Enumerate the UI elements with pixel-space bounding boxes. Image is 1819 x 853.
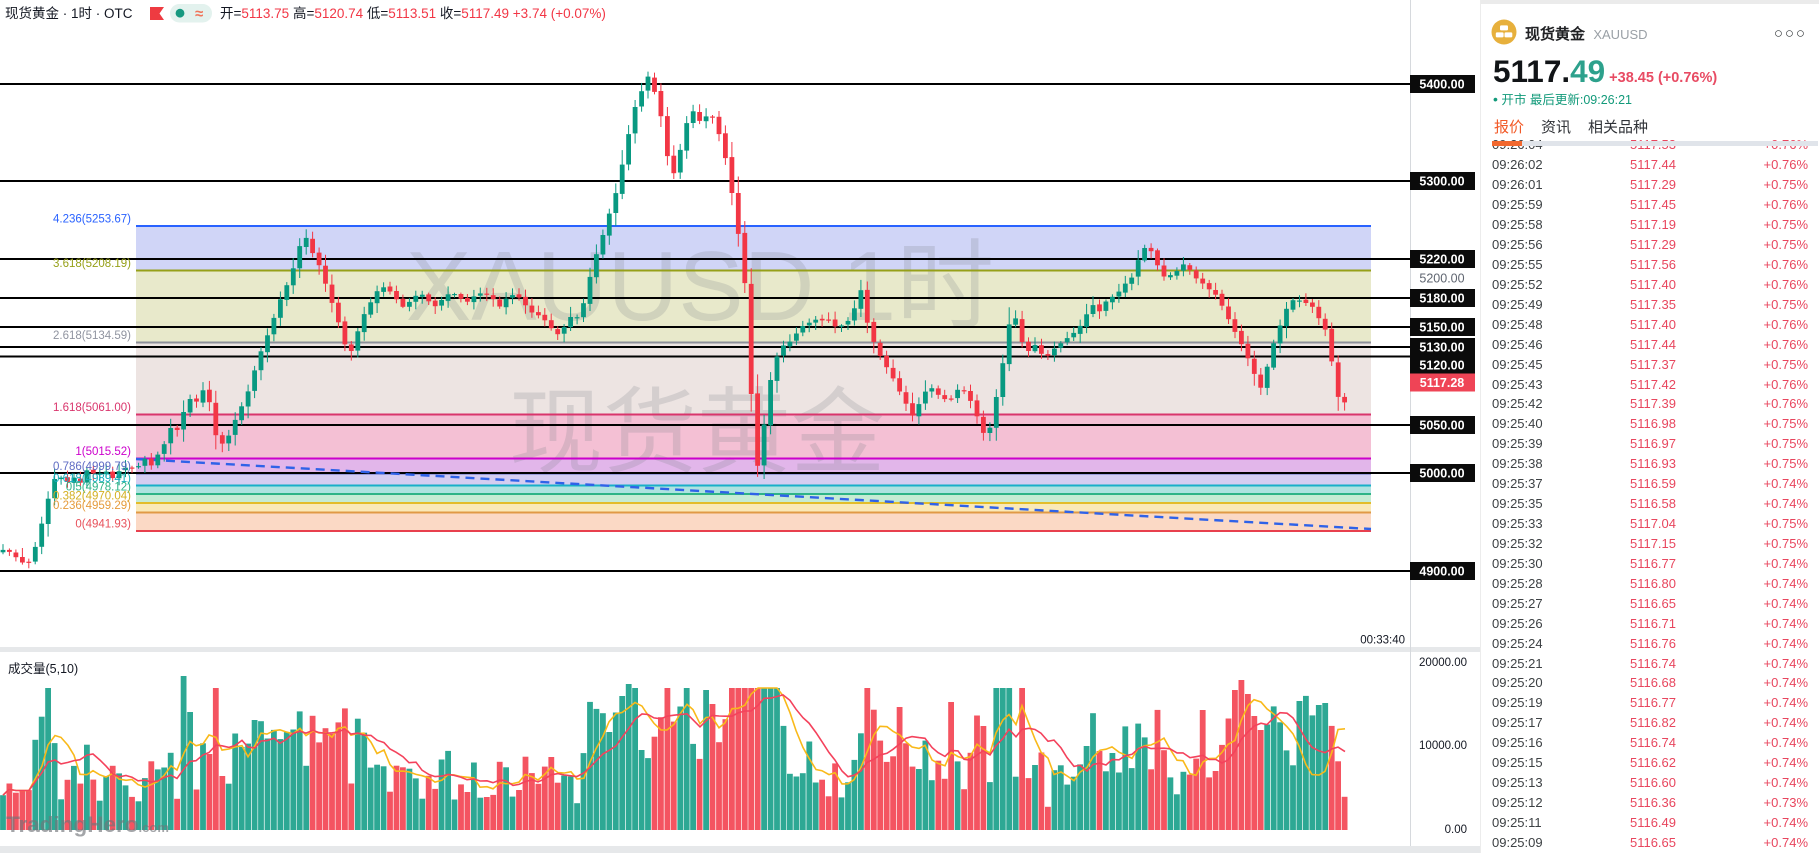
svg-text:2.618(5134.59): 2.618(5134.59) [53, 330, 131, 342]
svg-text:现货黄金: 现货黄金 [509, 380, 885, 485]
svg-text:5130.00: 5130.00 [1419, 341, 1464, 355]
svg-text:5000.00: 5000.00 [1419, 467, 1464, 481]
svg-text:现货黄金 · 1时 · OTC: 现货黄金 · 1时 · OTC [5, 5, 133, 21]
svg-text:5150.00: 5150.00 [1419, 321, 1464, 335]
svg-text:4900.00: 4900.00 [1419, 565, 1464, 579]
svg-text:5180.00: 5180.00 [1419, 292, 1464, 306]
svg-text:1(5015.52): 1(5015.52) [75, 446, 131, 458]
svg-text:0.382(4970.04): 0.382(4970.04) [53, 491, 131, 503]
svg-text:4.236(5253.67): 4.236(5253.67) [53, 214, 131, 226]
svg-text:5200.00: 5200.00 [1419, 272, 1464, 286]
svg-text:5120.00: 5120.00 [1419, 359, 1464, 373]
svg-text:0.618(4989.41): 0.618(4989.41) [53, 473, 131, 485]
svg-text:10000.00: 10000.00 [1419, 740, 1467, 752]
svg-text:20000.00: 20000.00 [1419, 657, 1467, 669]
svg-text:0.786(4999.79): 0.786(4999.79) [53, 461, 131, 473]
svg-text:5400.00: 5400.00 [1419, 78, 1464, 92]
svg-text:0.00: 0.00 [1445, 824, 1467, 836]
svg-text:00:33:40: 00:33:40 [1360, 635, 1405, 647]
svg-text:5220.00: 5220.00 [1419, 253, 1464, 267]
svg-text:开=5113.75 高=5120.74 低=5113.51: 开=5113.75 高=5120.74 低=5113.51 收=5117.49 … [220, 5, 606, 21]
svg-text:3.618(5208.19): 3.618(5208.19) [53, 258, 131, 270]
svg-text:成交量(5,10): 成交量(5,10) [8, 661, 78, 676]
svg-text:1.618(5061.00): 1.618(5061.00) [53, 402, 131, 414]
svg-text:5050.00: 5050.00 [1419, 419, 1464, 433]
svg-text:5300.00: 5300.00 [1419, 175, 1464, 189]
svg-text:0.5(4978.12): 0.5(4978.12) [66, 482, 131, 494]
svg-text:5117.28: 5117.28 [1420, 376, 1465, 390]
svg-text:≈: ≈ [195, 6, 203, 23]
svg-text:0(4941.93): 0(4941.93) [75, 519, 131, 531]
svg-text:XAUUSD 1时: XAUUSD 1时 [406, 231, 994, 341]
svg-text:0.236(4959.29): 0.236(4959.29) [53, 500, 131, 512]
